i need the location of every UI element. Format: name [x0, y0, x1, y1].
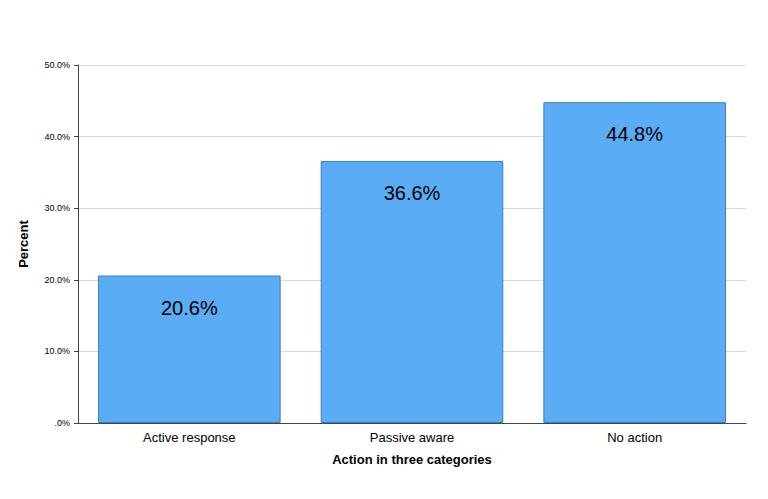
svg-text:Action in three categories: Action in three categories — [332, 452, 492, 467]
svg-text:44.8%: 44.8% — [606, 123, 663, 145]
svg-text:Passive aware: Passive aware — [370, 430, 455, 445]
svg-text:No action: No action — [607, 430, 662, 445]
svg-text:40.0%: 40.0% — [44, 132, 70, 142]
svg-text:10.0%: 10.0% — [44, 346, 70, 356]
svg-text:20.6%: 20.6% — [161, 297, 218, 319]
svg-text:Active response: Active response — [143, 430, 236, 445]
svg-text:.0%: .0% — [54, 418, 70, 428]
svg-text:30.0%: 30.0% — [44, 203, 70, 213]
svg-text:36.6%: 36.6% — [384, 182, 441, 204]
svg-text:Percent: Percent — [16, 219, 31, 267]
svg-text:20.0%: 20.0% — [44, 275, 70, 285]
svg-text:50.0%: 50.0% — [44, 60, 70, 70]
